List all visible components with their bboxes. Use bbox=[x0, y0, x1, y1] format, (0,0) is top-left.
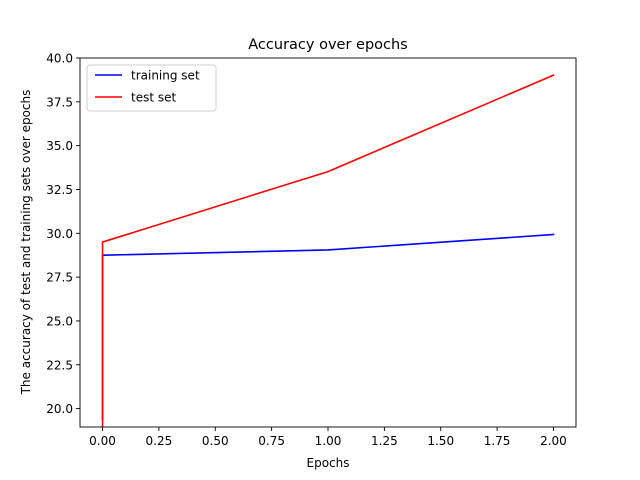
y-tick-label: 32.5 bbox=[46, 183, 73, 197]
y-axis-label: The accuracy of test and training sets o… bbox=[19, 90, 33, 396]
y-tick-label: 27.5 bbox=[46, 271, 73, 285]
x-tick-label: 0.75 bbox=[258, 434, 285, 448]
y-tick-label: 25.0 bbox=[46, 314, 73, 328]
y-tick-label: 35.0 bbox=[46, 139, 73, 153]
y-tick-label: 40.0 bbox=[46, 52, 73, 66]
x-tick-label: 0.50 bbox=[202, 434, 229, 448]
y-tick-label: 37.5 bbox=[46, 95, 73, 109]
legend-label-0: training set bbox=[131, 69, 200, 83]
legend-label-1: test set bbox=[131, 91, 176, 105]
chart-title: Accuracy over epochs bbox=[248, 37, 407, 53]
legend-box bbox=[86, 64, 217, 112]
legend: training set test set bbox=[86, 64, 217, 112]
y-tick-label: 20.0 bbox=[46, 402, 73, 416]
x-tick-label: 1.00 bbox=[315, 434, 342, 448]
plot-area: 0.00 0.25 0.50 0.75 1.00 1.25 1.50 1.75 2.00 20.0… bbox=[46, 52, 577, 448]
y-tick-label: 22.5 bbox=[46, 358, 73, 372]
series-line-1 bbox=[101, 74, 555, 427]
x-tick-label: 0.00 bbox=[89, 434, 116, 448]
x-tick-label: 2.00 bbox=[540, 434, 567, 448]
x-tick-label: 1.25 bbox=[371, 434, 398, 448]
y-tick-label: 30.0 bbox=[46, 227, 73, 241]
x-axis-label: Epochs bbox=[307, 456, 350, 470]
x-tick-label: 1.75 bbox=[484, 434, 511, 448]
x-tick-label: 0.25 bbox=[146, 434, 173, 448]
x-tick-label: 1.50 bbox=[427, 434, 454, 448]
